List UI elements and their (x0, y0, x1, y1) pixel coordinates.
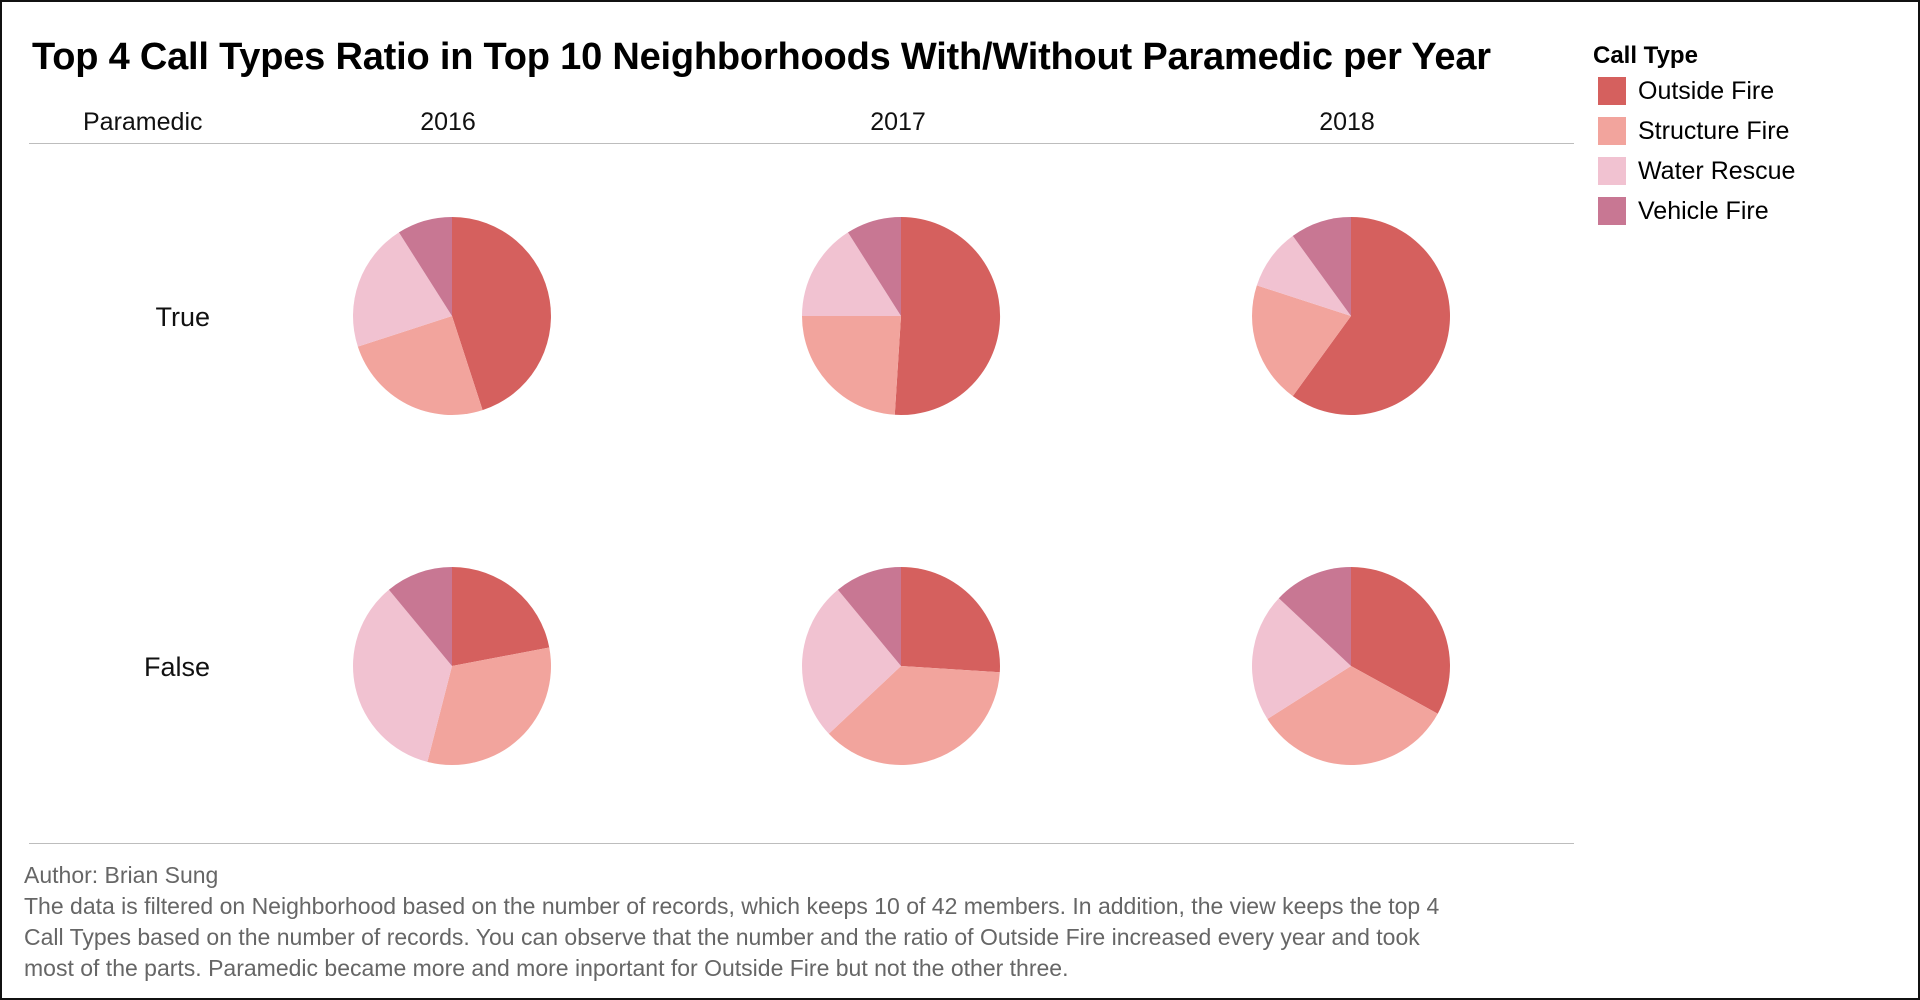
pie-slice-true-2017-vehicle-fire[interactable] (847, 217, 901, 316)
pie-true-2018 (1252, 217, 1451, 415)
header-divider (29, 143, 1574, 144)
footer-note-line-2: Call Types based on the number of record… (24, 924, 1420, 950)
legend-label-outside-fire: Outside Fire (1638, 77, 1775, 105)
pie-slice-true-2017-structure-fire[interactable] (802, 316, 901, 415)
row-header-paramedic: Paramedic (83, 108, 203, 136)
pie-slice-true-2016-water-rescue[interactable] (353, 232, 452, 347)
pie-false-2017 (802, 567, 1000, 765)
legend-swatch-structure-fire (1598, 117, 1626, 145)
pie-slice-false-2018-structure-fire[interactable] (1267, 666, 1438, 765)
pie-slice-true-2018-water-rescue[interactable] (1256, 235, 1351, 316)
pie-slice-true-2016-outside-fire[interactable] (452, 217, 551, 411)
legend: Call Type Outside Fire Structure Fire Wa… (1593, 42, 1795, 237)
pie-slice-false-2016-structure-fire[interactable] (427, 647, 552, 766)
legend-item-water-rescue[interactable]: Water Rescue (1593, 157, 1795, 197)
chart-title: Top 4 Call Types Ratio in Top 10 Neighbo… (32, 36, 1491, 78)
pie-slice-false-2016-vehicle-fire[interactable] (388, 567, 452, 666)
footer-author: Author: Brian Sung (24, 862, 219, 888)
footer: Author: Brian Sung The data is filtered … (24, 860, 1604, 984)
pie-slice-false-2017-vehicle-fire[interactable] (837, 567, 901, 666)
pie-slice-true-2018-outside-fire[interactable] (1292, 217, 1451, 415)
row-label-true: True (155, 302, 210, 332)
pie-false-2016 (353, 567, 552, 766)
pie-grid (353, 216, 1451, 766)
pie-slice-false-2017-structure-fire[interactable] (828, 666, 1000, 765)
legend-item-structure-fire[interactable]: Structure Fire (1593, 117, 1789, 157)
pie-slice-false-2018-water-rescue[interactable] (1251, 598, 1351, 720)
pie-slice-false-2016-water-rescue[interactable] (353, 589, 452, 762)
pie-slice-false-2016-outside-fire[interactable] (452, 567, 550, 666)
pie-slice-true-2017-outside-fire[interactable] (894, 216, 1001, 415)
pie-slice-false-2017-outside-fire[interactable] (901, 567, 1000, 673)
legend-label-vehicle-fire: Vehicle Fire (1638, 197, 1769, 225)
column-header-2017: 2017 (870, 108, 926, 136)
pie-slice-false-2018-vehicle-fire[interactable] (1278, 567, 1351, 666)
footer-note-line-1: The data is filtered on Neighborhood bas… (24, 893, 1440, 919)
pie-slice-true-2016-vehicle-fire[interactable] (398, 216, 452, 316)
legend-title: Call Type (1593, 42, 1698, 69)
pie-slice-false-2018-outside-fire[interactable] (1351, 567, 1450, 714)
footer-divider (29, 843, 1574, 844)
row-label-false: False (143, 652, 210, 682)
pie-slice-true-2018-structure-fire[interactable] (1252, 285, 1351, 397)
legend-swatch-water-rescue (1598, 157, 1626, 185)
legend-swatch-vehicle-fire (1598, 197, 1626, 225)
pie-slice-true-2018-vehicle-fire[interactable] (1292, 217, 1351, 316)
legend-swatch-outside-fire (1598, 77, 1626, 105)
legend-item-vehicle-fire[interactable]: Vehicle Fire (1593, 197, 1769, 237)
pie-slice-true-2017-water-rescue[interactable] (802, 232, 901, 316)
column-header-2018: 2018 (1319, 108, 1375, 136)
pie-true-2016 (353, 216, 551, 415)
pie-false-2018 (1251, 567, 1450, 765)
pie-slice-true-2016-structure-fire[interactable] (357, 316, 483, 415)
footer-note-line-3: most of the parts. Paramedic became more… (24, 955, 1069, 981)
pie-slice-false-2017-water-rescue[interactable] (802, 589, 901, 734)
legend-label-structure-fire: Structure Fire (1638, 117, 1790, 145)
legend-label-water-rescue: Water Rescue (1638, 157, 1796, 185)
legend-item-outside-fire[interactable]: Outside Fire (1593, 77, 1774, 117)
column-header-2016: 2016 (420, 108, 476, 136)
pie-true-2017 (802, 216, 1001, 415)
